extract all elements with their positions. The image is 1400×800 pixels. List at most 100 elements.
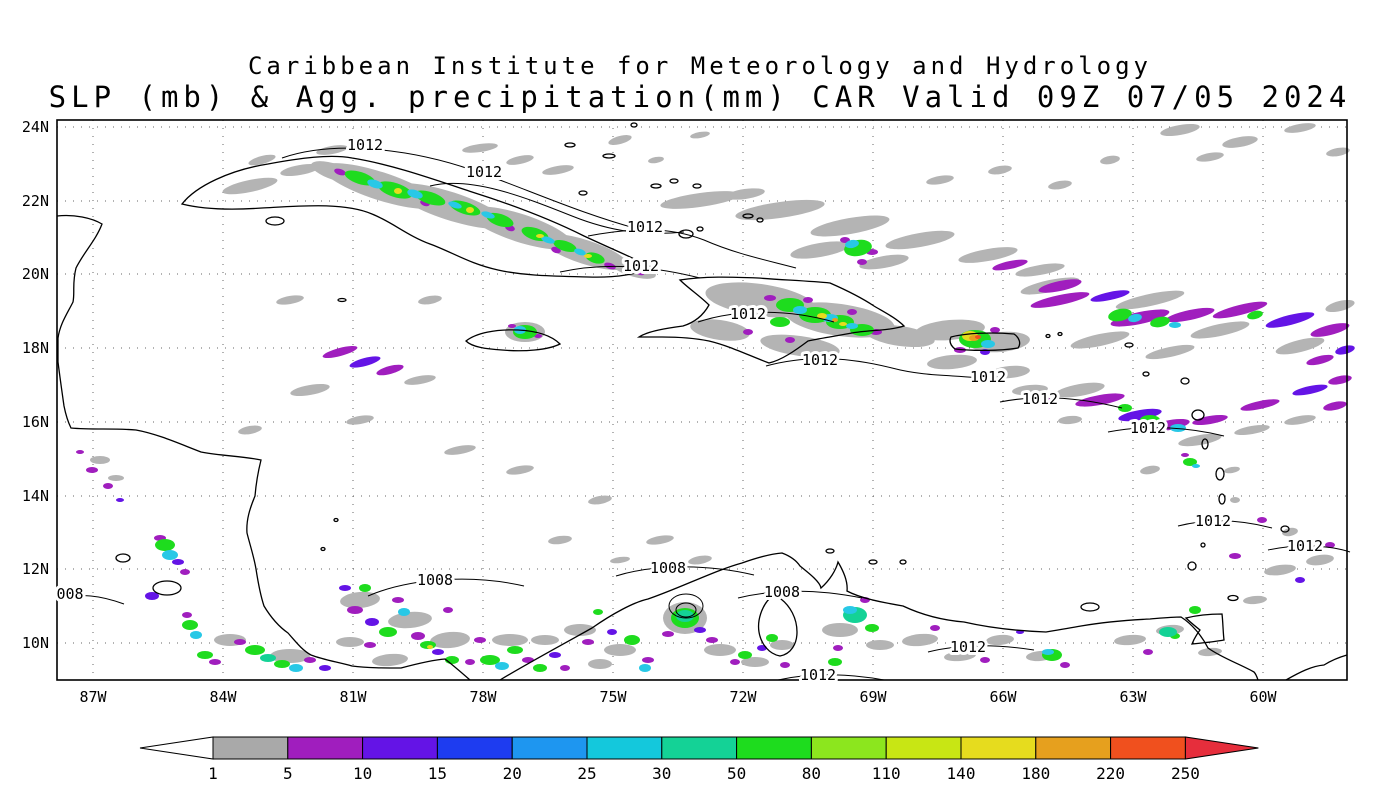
- precip-cell: [349, 356, 381, 368]
- precip-cell: [704, 644, 736, 656]
- legend-value: 20: [503, 764, 522, 783]
- precip-cell: [1100, 155, 1120, 165]
- precip-cell: [304, 657, 316, 663]
- precip-cell: [466, 207, 474, 213]
- precip-cell: [430, 631, 470, 649]
- island: [1200, 542, 1206, 548]
- precip-cell: [481, 211, 495, 219]
- precip-cell: [1048, 180, 1072, 190]
- precip-cell: [245, 645, 265, 655]
- legend-segment: [885, 736, 962, 760]
- precip-cell: [646, 535, 674, 545]
- coastline: [56, 214, 471, 681]
- precip-cell: [1229, 553, 1241, 559]
- precip-cell: [372, 653, 408, 667]
- precip-cell: [564, 624, 596, 636]
- precip-cell: [690, 319, 750, 341]
- precip-cell: [1090, 290, 1130, 302]
- precip-cell: [238, 425, 262, 435]
- precip-cell: [1042, 649, 1054, 655]
- legend-segment: [586, 736, 663, 760]
- precip-cell: [839, 322, 847, 326]
- precip-cell: [1292, 384, 1328, 396]
- coastline: [1285, 654, 1348, 681]
- precip-cell: [392, 597, 404, 603]
- precip-cell: [388, 611, 432, 629]
- precip-cell: [234, 639, 246, 645]
- precip-cell: [604, 262, 616, 270]
- precip-cell: [508, 324, 516, 328]
- precip-cell: [334, 168, 346, 176]
- precip-cell: [608, 135, 632, 145]
- precip-cell: [822, 623, 858, 637]
- precip-cell: [339, 585, 351, 591]
- isobar-contour: [927, 645, 1035, 653]
- precip-cell: [316, 145, 348, 155]
- precip-cell: [1055, 382, 1105, 398]
- precip-cell: [103, 483, 113, 489]
- precip-cell: [1325, 299, 1355, 313]
- precip-cell: [588, 659, 612, 669]
- precip-cell: [340, 591, 380, 609]
- precip-cell: [549, 652, 561, 658]
- legend-segment: [736, 736, 812, 760]
- island: [602, 153, 616, 159]
- precip-cell: [418, 295, 442, 305]
- island: [1218, 493, 1226, 505]
- precip-cell: [990, 365, 1030, 379]
- precip-cell: [1058, 415, 1082, 425]
- island: [1057, 331, 1063, 337]
- island: [115, 553, 131, 563]
- isobar-label: 1012: [466, 163, 502, 181]
- island: [868, 559, 878, 565]
- precip-cell: [1108, 308, 1132, 322]
- precip-cell: [1295, 577, 1305, 583]
- chart-title-line2: SLP (mb) & Agg. precipitation(mm) CAR Va…: [48, 80, 1352, 114]
- precip-cell: [1192, 464, 1200, 468]
- isobar-contour: [559, 265, 701, 279]
- precip-cell: [190, 631, 202, 639]
- island: [1215, 467, 1225, 481]
- precip-cell: [803, 297, 813, 303]
- legend-segment: [1035, 736, 1112, 760]
- precip-cell: [1310, 323, 1350, 337]
- precip-cell: [432, 649, 444, 655]
- precip-cell: [770, 640, 794, 650]
- island: [650, 183, 662, 189]
- coastline: [1184, 613, 1225, 645]
- isobar-label: 1012: [802, 351, 838, 369]
- precip-cell: [1128, 313, 1142, 323]
- precip-cell: [845, 239, 859, 249]
- legend-value: 25: [577, 764, 596, 783]
- island: [1201, 438, 1209, 450]
- lon-tick-label: 84W: [209, 688, 237, 706]
- lat-tick-label: 24N: [22, 118, 49, 136]
- precip-cell: [1265, 312, 1315, 328]
- precip-cell: [290, 383, 330, 397]
- precip-cell: [319, 665, 331, 671]
- lat-tick-label: 22N: [22, 192, 49, 210]
- island: [1142, 371, 1150, 377]
- precip-cell: [359, 584, 371, 592]
- lon-tick-label: 66W: [989, 688, 1017, 706]
- isobar-contour: [1177, 520, 1273, 529]
- precip-cell: [865, 624, 879, 632]
- precip-cell: [542, 165, 574, 175]
- precip-cell: [1183, 458, 1197, 466]
- precip-cell: [866, 640, 894, 650]
- precip-cell: [582, 639, 594, 645]
- precip-cell: [1140, 465, 1160, 475]
- precip-cell: [1075, 393, 1125, 407]
- precip-cell: [347, 606, 363, 614]
- legend-value: 180: [1021, 764, 1050, 783]
- coastline: [499, 552, 1259, 681]
- precip-cell: [604, 644, 636, 656]
- precip-cell: [927, 354, 977, 370]
- precip-cell: [367, 179, 383, 189]
- precip-cell: [593, 609, 603, 615]
- precip-cell: [1115, 290, 1185, 310]
- isobar-label: 1012: [627, 218, 663, 236]
- precip-cell: [846, 323, 858, 329]
- precip-cell: [76, 450, 84, 454]
